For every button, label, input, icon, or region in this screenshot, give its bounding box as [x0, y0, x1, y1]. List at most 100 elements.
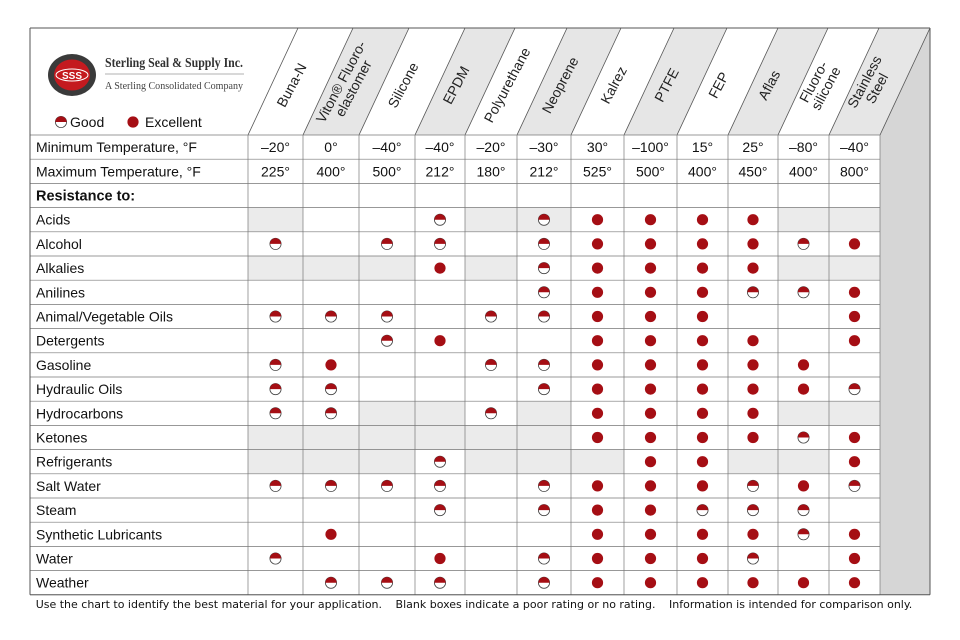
rating-excellent-icon [747, 528, 759, 540]
rating-excellent-icon [696, 335, 709, 347]
shaded-cell [248, 207, 303, 232]
temperature-value: –80° [789, 139, 818, 155]
rating-good-fill [381, 335, 393, 341]
resistance-row-label: Steam [36, 502, 76, 518]
rating-good-fill [797, 286, 810, 293]
rating-good-fill [269, 383, 282, 390]
rating-excellent-icon [325, 528, 337, 540]
header-stripe [517, 28, 621, 135]
rating-excellent-icon [747, 383, 759, 395]
rating-excellent-icon [797, 359, 810, 371]
rating-good-fill [747, 480, 759, 486]
rating-good-fill [696, 504, 709, 511]
header-divider [570, 27, 622, 136]
resistance-row-label: Salt Water [36, 478, 101, 494]
temperature-value: 400° [317, 163, 346, 179]
shaded-cell [465, 207, 517, 232]
temperature-value: –40° [373, 139, 402, 155]
resistance-row-label: Animal/Vegetable Oils [36, 309, 173, 325]
resistance-heading: Resistance to: [36, 189, 135, 205]
shaded-cell [359, 401, 415, 426]
temperature-value: 212° [530, 163, 559, 179]
rating-excellent-icon [434, 552, 446, 565]
rating-good-icon [797, 528, 810, 541]
temperature-value: –20° [477, 139, 506, 155]
rating-good-fill [325, 310, 337, 317]
rating-excellent-icon [747, 262, 759, 274]
rating-excellent-icon [848, 310, 861, 323]
rating-good-icon [747, 552, 760, 565]
shaded-cell [728, 449, 778, 474]
rating-excellent-icon [644, 383, 657, 395]
header-divider [414, 27, 466, 136]
footer-note-disclaimer: Information is intended for comparison o… [669, 598, 913, 611]
footer-note-blank: Blank boxes indicate a poor rating or no… [395, 598, 656, 611]
rating-good-fill [325, 407, 337, 414]
rating-good-icon [848, 479, 861, 492]
rating-excellent-icon [797, 480, 810, 492]
rating-excellent-icon [591, 214, 604, 226]
rating-good-icon [433, 455, 446, 468]
rating-good-icon [747, 479, 760, 492]
rating-good-icon [324, 383, 337, 396]
rating-good-icon [269, 407, 282, 420]
rating-good-fill [381, 480, 393, 486]
shaded-cell [778, 401, 829, 426]
rating-excellent-icon [848, 528, 861, 540]
rating-excellent-icon [591, 238, 604, 250]
rating-excellent-icon [591, 431, 604, 444]
header-divider [358, 27, 410, 136]
shaded-cell [415, 401, 465, 426]
rating-excellent-icon [127, 116, 139, 128]
shaded-cell [465, 449, 517, 474]
rating-good-fill [269, 310, 282, 317]
rating-good-fill [269, 238, 282, 244]
header-stripe [415, 28, 515, 135]
temperature-value: 800° [840, 163, 869, 179]
footer-notes: Use the chart to identify the best mater… [0, 598, 948, 611]
shaded-cell [359, 449, 415, 474]
rating-good-icon [380, 479, 393, 492]
rating-excellent-icon [591, 310, 604, 323]
rating-good-fill [538, 504, 550, 511]
rating-good-fill [434, 238, 446, 244]
rating-excellent-icon [848, 431, 861, 444]
temperature-value: 15° [692, 139, 713, 155]
rating-good-icon [269, 479, 282, 492]
shaded-cell [778, 256, 829, 281]
rating-good-fill [538, 262, 550, 269]
rating-excellent-icon [644, 504, 657, 516]
shaded-cell [465, 425, 517, 450]
shaded-cell [248, 449, 303, 474]
resistance-row-label: Gasoline [36, 357, 91, 373]
rating-excellent-icon [591, 286, 604, 298]
rating-excellent-icon [644, 456, 657, 468]
rating-good-icon [433, 237, 446, 250]
rating-good-fill [434, 504, 446, 511]
rating-excellent-icon [797, 383, 810, 395]
shaded-cell [778, 207, 829, 232]
resistance-row-label: Alkalies [36, 260, 84, 276]
rating-good-fill [848, 480, 861, 486]
rating-good-icon [269, 310, 282, 323]
resistance-row-label: Refrigerants [36, 454, 112, 470]
rating-good-icon [538, 576, 551, 589]
rating-good-fill [325, 480, 337, 486]
legend-good-label: Good [70, 114, 104, 130]
legend-excellent-label: Excellent [145, 114, 202, 130]
rating-excellent-icon [696, 238, 709, 250]
rating-good-icon [433, 479, 446, 492]
company-logo: SSS [48, 54, 96, 96]
rating-good-icon [797, 431, 810, 444]
rating-good-fill [485, 359, 497, 365]
shaded-cell [359, 425, 415, 450]
rating-good-fill [485, 407, 497, 414]
temperature-value: 25° [742, 139, 763, 155]
rating-good-fill [434, 214, 446, 220]
rating-excellent-icon [434, 335, 446, 347]
rating-excellent-icon [696, 528, 709, 540]
rating-excellent-icon [644, 552, 657, 565]
shaded-cell [829, 401, 880, 426]
rating-good-icon [380, 334, 393, 347]
